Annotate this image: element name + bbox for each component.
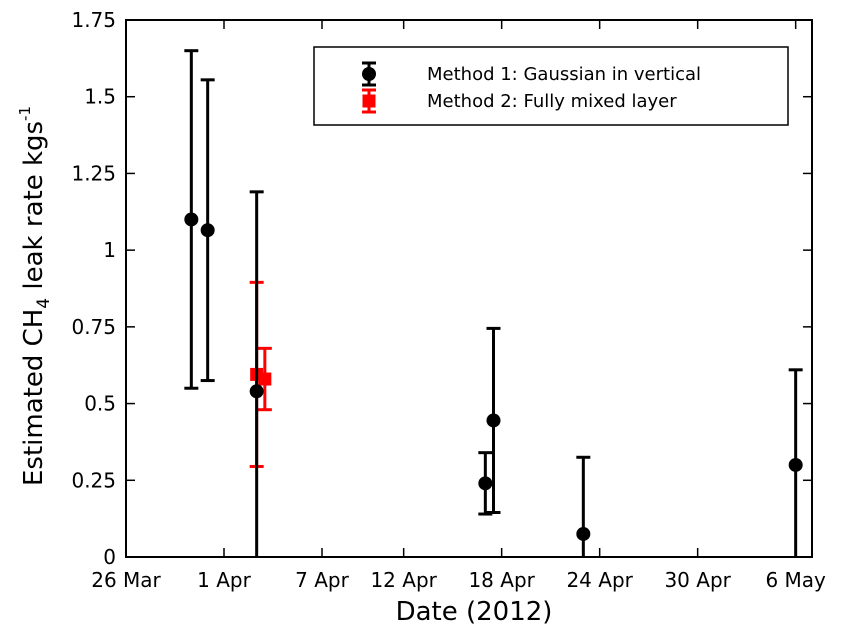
x-tick-label: 6 May xyxy=(765,568,826,592)
legend-marker xyxy=(362,67,376,81)
x-tick-label: 30 Apr xyxy=(664,568,731,592)
y-tick-label: 1.5 xyxy=(84,85,116,109)
error-bar xyxy=(249,190,264,557)
y-tick-label: 1.25 xyxy=(71,161,116,185)
plot-frame xyxy=(125,19,813,558)
series-method-1 xyxy=(184,49,803,557)
legend: Method 1: Gaussian in vertical Method 2: … xyxy=(313,46,789,126)
x-tick-label: 24 Apr xyxy=(566,568,633,592)
x-tick-label: 7 Apr xyxy=(295,568,349,592)
y-axis-title-middle: leak rate kgs xyxy=(19,121,49,298)
x-tick-label: 26 Mar xyxy=(91,568,161,592)
x-tick-label: 18 Apr xyxy=(468,568,535,592)
data-point xyxy=(184,212,199,227)
x-tick-label: 12 Apr xyxy=(370,568,437,592)
data-point xyxy=(486,413,501,428)
plot-area-border xyxy=(125,19,813,558)
legend-box xyxy=(313,46,789,126)
y-tick-label: 0.25 xyxy=(71,468,116,492)
legend-marker xyxy=(362,94,376,108)
x-axis-title: Date (2012) xyxy=(396,597,553,627)
y-tick-label: 0.5 xyxy=(84,392,116,416)
legend-label: Method 1: Gaussian in vertical xyxy=(427,64,701,85)
y-axis-title-prefix: Estimated CH xyxy=(19,309,49,486)
legend-label: Method 2: Fully mixed layer xyxy=(427,91,677,112)
data-point xyxy=(249,384,264,399)
y-tick-label: 1.75 xyxy=(71,8,116,32)
data-point xyxy=(478,476,493,491)
y-axis-title: Estimated CH4 leak rate kgs-1 xyxy=(16,106,54,486)
series-method-2 xyxy=(249,280,272,468)
axis-tick-labels: 26 Mar 1 Apr 7 Apr 12 Apr 18 Apr 24 Apr 30 Apr… xyxy=(71,8,826,592)
y-tick-label: 1 xyxy=(103,238,116,262)
data-point xyxy=(788,457,803,472)
y-axis-title-superscript: -1 xyxy=(16,106,34,121)
data-point xyxy=(576,526,591,541)
x-tick-label: 1 Apr xyxy=(197,568,251,592)
data-point xyxy=(200,223,215,238)
y-tick-label: 0 xyxy=(103,545,116,569)
error-bar xyxy=(576,455,591,557)
data-marks xyxy=(184,49,803,557)
y-axis-title-subscript: 4 xyxy=(34,298,54,309)
y-tick-label: 0.75 xyxy=(71,315,116,339)
data-point xyxy=(258,372,272,386)
axis-ticks xyxy=(125,19,812,558)
